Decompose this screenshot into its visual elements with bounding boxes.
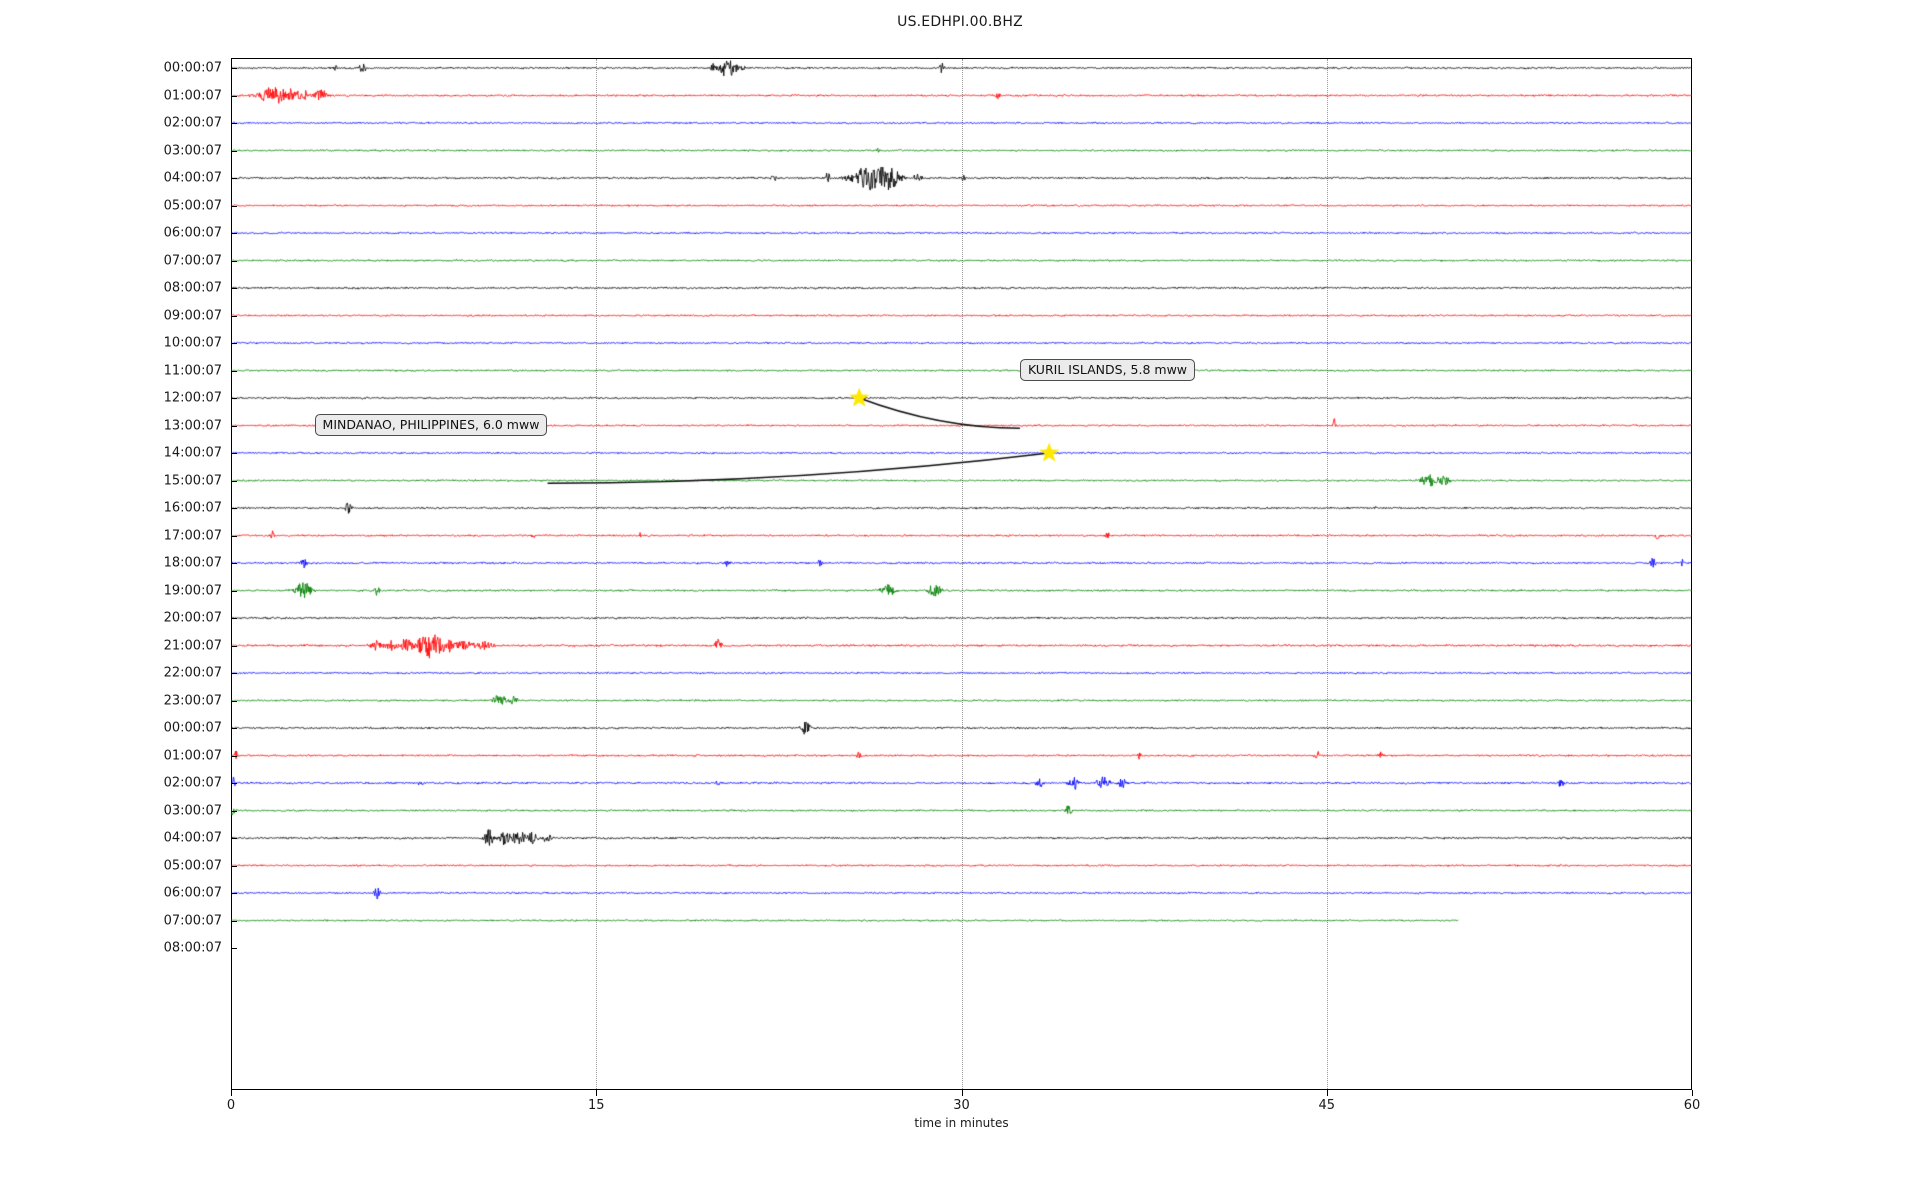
y-tick-mark [231,563,237,564]
y-axis-tick-label: 01:00:07 [163,748,222,763]
x-tick-mark [596,1090,598,1096]
y-axis-tick-label: 18:00:07 [163,555,222,571]
x-axis-tick-label: 30 [953,1098,970,1113]
y-axis-tick-label: 15:00:07 [163,473,222,488]
y-tick-mark [231,95,237,97]
y-tick-mark [231,315,237,317]
y-axis-tick-label: 05:00:07 [163,858,222,873]
y-axis-tick-label: 00:00:07 [163,720,222,736]
y-tick-mark [231,810,237,812]
y-axis-tick-label: 00:00:07 [163,60,222,76]
y-tick-mark [231,343,237,344]
y-tick-mark [231,728,237,729]
y-tick-mark [231,123,237,124]
y-tick-mark [231,205,237,207]
y-axis-tick-label: 08:00:07 [163,940,222,956]
event-annotation-label: MINDANAO, PHILIPPINES, 6.0 mww [314,414,548,437]
y-tick-mark [231,233,237,234]
y-axis-tick-label: 04:00:07 [163,170,222,186]
y-axis-tick-label: 03:00:07 [163,143,222,158]
y-tick-mark [231,590,237,592]
y-axis-tick-label: 13:00:07 [163,418,222,433]
y-tick-mark [231,783,237,784]
y-axis-tick-label: 01:00:07 [163,88,222,103]
y-axis-labels: 00:00:07 01:00:07 02:00:07 03:00:07 04:00:07… [0,58,231,1090]
y-tick-mark [231,535,237,537]
y-tick-mark [231,838,237,839]
y-tick-mark [231,508,237,509]
y-axis-tick-label: 09:00:07 [163,308,222,323]
y-axis-tick-label: 11:00:07 [163,363,222,378]
y-axis-tick-label: 17:00:07 [163,528,222,543]
x-axis-tick-label: 15 [587,1098,605,1113]
y-axis-tick-label: 08:00:07 [163,280,222,296]
x-axis-tick-label: 45 [1318,1098,1336,1113]
page-title: US.EDHPI.00.BHZ [897,14,1023,30]
y-tick-mark [231,893,237,894]
y-axis-tick-label: 14:00:07 [163,445,222,461]
y-tick-mark [231,755,237,757]
y-axis-tick-label: 12:00:07 [163,390,222,406]
x-axis-tick-label: 0 [226,1098,236,1113]
y-tick-mark [231,865,237,867]
event-annotation-label: KURIL ISLANDS, 5.8 mww [1019,359,1196,382]
y-tick-mark [231,178,237,179]
y-axis-tick-label: 03:00:07 [163,803,222,818]
y-axis-tick-label: 16:00:07 [163,500,222,516]
y-tick-mark [231,370,237,372]
y-axis-tick-label: 07:00:07 [163,253,222,268]
seismogram-traces-canvas [231,58,1692,1090]
y-tick-mark [231,425,237,427]
x-tick-mark [231,1090,232,1096]
x-tick-mark [1692,1090,1693,1096]
y-axis-tick-label: 02:00:07 [163,775,222,791]
y-axis-tick-label: 21:00:07 [163,638,222,653]
y-tick-mark [231,150,237,152]
y-tick-mark [231,673,237,674]
y-tick-mark [231,453,237,454]
y-tick-mark [231,618,237,619]
y-axis-tick-label: 06:00:07 [163,885,222,901]
y-axis-tick-label: 04:00:07 [163,830,222,846]
y-axis-tick-label: 06:00:07 [163,225,222,241]
x-axis-ticks: 0 15 30 45 60 [227,1090,1700,1130]
y-axis-tick-label: 02:00:07 [163,115,222,131]
y-axis-tick-label: 07:00:07 [163,913,222,928]
y-tick-mark [231,288,237,289]
y-tick-mark [231,920,237,922]
x-tick-mark [961,1090,963,1096]
y-axis-tick-label: 19:00:07 [163,583,222,598]
y-tick-mark [231,645,237,647]
y-tick-mark [231,398,237,399]
x-tick-mark [1326,1090,1328,1096]
y-tick-mark [231,700,237,702]
x-axis-tick-label: 60 [1683,1098,1701,1113]
y-axis-tick-label: 10:00:07 [163,335,222,351]
y-tick-mark [231,260,237,262]
y-axis-tick-label: 23:00:07 [163,693,222,708]
y-axis-tick-label: 05:00:07 [163,198,222,213]
x-axis-title: time in minutes [914,1116,1009,1130]
y-axis-tick-label: 22:00:07 [163,665,222,681]
y-axis-tick-label: 20:00:07 [163,610,222,626]
y-tick-mark [231,948,237,949]
y-tick-mark [231,480,237,482]
y-axis-ticks [0,58,240,1090]
y-tick-mark [231,68,237,69]
